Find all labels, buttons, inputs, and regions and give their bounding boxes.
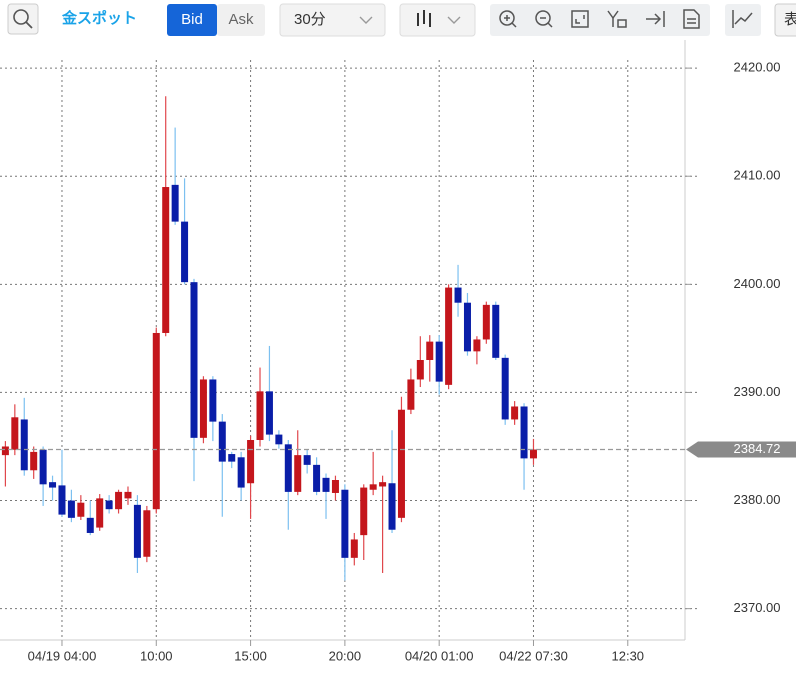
candle-body — [407, 379, 415, 410]
bid-button[interactable] — [167, 4, 217, 36]
candle-body — [482, 304, 490, 340]
candle-body — [39, 449, 47, 485]
ask-label: Ask — [228, 11, 254, 28]
candle-body — [162, 187, 170, 333]
search-icon-handle — [25, 21, 33, 29]
candle-body — [152, 332, 160, 510]
candle-body — [265, 391, 273, 435]
candle-body — [228, 454, 236, 462]
x-tick-label: 04/19 04:00 — [28, 648, 97, 663]
x-tick-label: 15:00 — [234, 648, 267, 663]
toolbar: 金スポット Bid Ask 30分 表 — [7, 3, 796, 37]
candle-body — [388, 483, 396, 530]
candle-body — [199, 379, 207, 438]
interval-label: 30分 — [294, 11, 326, 28]
candle-body — [247, 440, 255, 484]
candle-body — [294, 455, 302, 492]
candle-body — [303, 455, 311, 465]
dropdown-arrow — [447, 16, 461, 24]
indicator-icon — [734, 12, 753, 25]
candle-body — [30, 451, 38, 471]
candle-body — [492, 304, 500, 358]
y-tick-label: 2390.00 — [734, 384, 781, 399]
plot-area: 2370.00 2380.00 2390.00 2400.00 2410.00 2420.… — [0, 60, 796, 663]
candle-body — [96, 498, 104, 528]
candle-body — [463, 302, 471, 352]
candle-body — [218, 421, 226, 462]
y-tick-label: 2410.00 — [734, 168, 781, 183]
candle-body — [416, 360, 424, 380]
candle-body — [454, 287, 462, 303]
candle-body — [171, 184, 179, 222]
candle-body — [67, 500, 75, 518]
candle-body — [501, 357, 509, 420]
dropdown-arrow — [359, 16, 373, 24]
candle-body — [237, 457, 245, 488]
candle-body — [331, 480, 339, 493]
candle-body — [529, 449, 537, 459]
candle-body — [115, 491, 123, 510]
candle-body — [209, 379, 217, 422]
candle-body — [426, 341, 434, 360]
table-label: 表 — [784, 11, 796, 28]
x-tick-label: 04/20 01:00 — [405, 648, 474, 663]
candle-body — [435, 341, 443, 382]
candle-body — [341, 489, 349, 558]
ask-button[interactable] — [217, 4, 265, 36]
candle-body — [49, 482, 57, 488]
table-button[interactable] — [774, 3, 796, 37]
candle-body — [86, 517, 94, 533]
y-tick-label: 2400.00 — [734, 276, 781, 291]
tool-group — [490, 4, 710, 36]
instrument-name[interactable]: 金スポット — [61, 9, 137, 27]
x-tick-label: 10:00 — [140, 648, 173, 663]
last-price-label: 2384.72 — [734, 441, 781, 456]
candle-body — [256, 391, 264, 440]
x-tick-label: 12:30 — [612, 648, 645, 663]
y-tick-label: 2420.00 — [734, 60, 781, 75]
last-price-tag — [686, 441, 796, 458]
candle-body — [350, 539, 358, 558]
candle-body — [11, 417, 19, 450]
x-tick-label: 04/22 07:30 — [499, 648, 568, 663]
x-tick-label: 20:00 — [329, 648, 362, 663]
tool-icons — [499, 9, 700, 29]
candle-body — [445, 287, 453, 385]
search-icon — [13, 9, 29, 25]
candle-body — [190, 282, 198, 438]
candle-body — [58, 485, 66, 515]
candle-body — [369, 484, 377, 490]
y-tick-label: 2380.00 — [734, 492, 781, 507]
candle-body — [77, 502, 85, 517]
candle-body — [143, 510, 151, 557]
interval-dropdown[interactable] — [279, 3, 386, 37]
candle-body — [473, 339, 481, 352]
candle-body — [133, 504, 141, 558]
candle-body — [105, 500, 113, 510]
candle-body — [520, 406, 528, 459]
candle-icon — [417, 10, 431, 27]
bid-label: Bid — [181, 11, 203, 28]
candle-body — [511, 406, 519, 420]
chart-type-dropdown[interactable] — [399, 3, 476, 37]
candle-body — [322, 477, 330, 492]
candle-body — [397, 409, 405, 518]
candle-body — [313, 464, 321, 492]
y-tick-label: 2370.00 — [734, 600, 781, 615]
candle-body — [379, 482, 387, 487]
search-button[interactable] — [7, 3, 39, 35]
candle-body — [360, 487, 368, 536]
candle-body — [20, 419, 28, 471]
candle-body — [181, 221, 189, 283]
candle-body — [1, 446, 9, 456]
candle-body — [124, 491, 132, 499]
candle-body — [284, 444, 292, 492]
candle-body — [275, 434, 283, 445]
